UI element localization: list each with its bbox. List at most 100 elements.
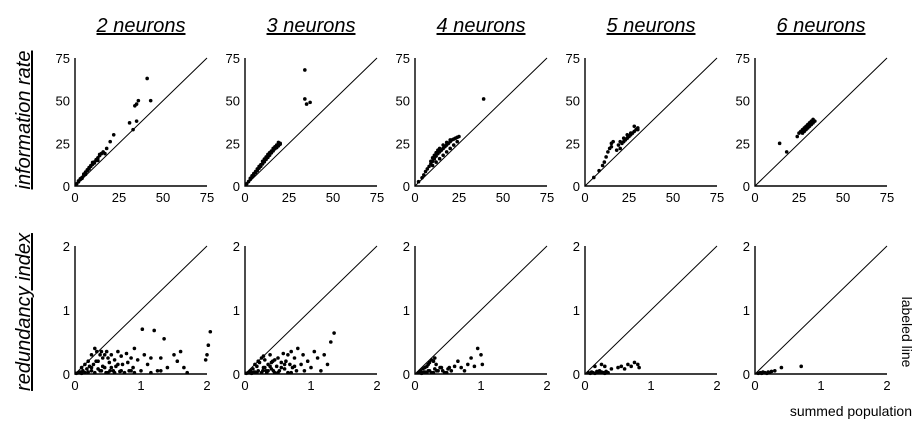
data-point bbox=[434, 160, 438, 164]
data-point bbox=[466, 362, 470, 367]
panel-r0-c3: 5 neurons 0 25 50 75 0 25 50 75 bbox=[566, 15, 725, 205]
data-point bbox=[773, 369, 777, 373]
data-point bbox=[475, 346, 480, 351]
data-point bbox=[292, 356, 297, 360]
data-point bbox=[119, 354, 123, 358]
panel-r1-c2: 0 1 2 0 1 2 bbox=[403, 239, 551, 393]
y-tick-label: 1 bbox=[233, 303, 240, 318]
data-point bbox=[469, 356, 473, 360]
data-point bbox=[132, 370, 137, 375]
x-tick-label: 50 bbox=[836, 190, 850, 205]
data-point bbox=[142, 353, 147, 357]
data-point bbox=[94, 349, 99, 354]
data-point bbox=[308, 100, 312, 105]
data-point bbox=[632, 360, 637, 365]
y-tick-label: 75 bbox=[736, 51, 750, 66]
data-point bbox=[91, 362, 96, 367]
data-point bbox=[457, 134, 461, 139]
identity-line bbox=[584, 57, 718, 187]
data-point bbox=[251, 370, 255, 375]
data-point bbox=[268, 364, 272, 369]
data-point bbox=[303, 97, 307, 101]
data-point bbox=[322, 353, 327, 357]
data-point bbox=[269, 149, 274, 153]
identity-line bbox=[74, 245, 208, 375]
data-point bbox=[315, 356, 320, 360]
data-point bbox=[777, 141, 782, 146]
data-point bbox=[90, 160, 95, 165]
x-tick-label: 2 bbox=[883, 378, 890, 393]
data-point bbox=[252, 171, 256, 176]
data-point bbox=[479, 353, 483, 357]
y-tick-label: 2 bbox=[403, 239, 410, 254]
panel-title: 3 neurons bbox=[267, 15, 356, 37]
y-tick-label: 75 bbox=[566, 51, 580, 66]
data-point bbox=[98, 353, 102, 357]
identity-line bbox=[414, 57, 548, 187]
data-point bbox=[159, 369, 163, 373]
identity-line bbox=[754, 57, 888, 187]
data-point bbox=[205, 353, 209, 357]
data-point bbox=[269, 360, 274, 365]
panel-r1-c1: 0 1 2 0 1 2 bbox=[233, 239, 381, 393]
data-point bbox=[284, 359, 288, 364]
y-tick-label: 50 bbox=[736, 94, 750, 109]
data-point bbox=[312, 349, 317, 354]
data-point bbox=[96, 359, 100, 364]
data-point bbox=[619, 364, 624, 369]
data-point bbox=[292, 364, 297, 369]
data-point bbox=[456, 359, 460, 364]
y-tick-label: 25 bbox=[396, 136, 410, 151]
data-point bbox=[795, 134, 800, 139]
data-point bbox=[618, 139, 622, 144]
data-point bbox=[472, 364, 477, 369]
data-point bbox=[304, 102, 309, 106]
panel-r0-c0: 2 neurons 0 25 50 75 0 25 50 75 bbox=[56, 15, 215, 205]
panel-r0-c1: 3 neurons 0 25 50 75 0 25 50 75 bbox=[226, 15, 385, 205]
data-point bbox=[616, 365, 620, 370]
data-point bbox=[416, 179, 421, 184]
data-point bbox=[112, 358, 117, 362]
data-point bbox=[262, 157, 267, 161]
data-point bbox=[281, 351, 286, 356]
y-tick-label: 1 bbox=[573, 303, 580, 318]
identity-line bbox=[754, 245, 888, 375]
data-point bbox=[804, 127, 808, 132]
x-tick-label: 50 bbox=[496, 190, 510, 205]
data-point bbox=[309, 365, 313, 370]
data-point bbox=[145, 76, 149, 81]
y-tick-label: 2 bbox=[233, 239, 240, 254]
data-point bbox=[427, 164, 431, 169]
data-point bbox=[425, 370, 429, 375]
identity-line bbox=[74, 57, 208, 187]
data-point bbox=[175, 359, 180, 364]
data-point bbox=[263, 358, 267, 362]
data-point bbox=[421, 370, 425, 375]
x-tick-label: 1 bbox=[307, 378, 314, 393]
row-label-information-rate: information rate bbox=[13, 51, 35, 190]
data-point bbox=[83, 362, 87, 367]
data-point bbox=[108, 369, 112, 373]
y-tick-label: 0 bbox=[573, 367, 580, 382]
data-point bbox=[434, 362, 438, 367]
x-tick-label: 0 bbox=[751, 190, 758, 205]
x-tick-label: 1 bbox=[817, 378, 824, 393]
data-point bbox=[319, 369, 323, 373]
y-tick-label: 0 bbox=[743, 179, 750, 194]
data-point bbox=[441, 153, 445, 158]
data-point bbox=[273, 144, 277, 149]
data-point bbox=[104, 370, 108, 375]
data-point bbox=[129, 369, 133, 373]
data-point bbox=[603, 364, 607, 369]
data-point bbox=[93, 370, 97, 375]
x-tick-label: 25 bbox=[452, 190, 466, 205]
data-point bbox=[272, 358, 277, 362]
data-point bbox=[609, 144, 614, 149]
data-point bbox=[437, 146, 442, 151]
data-point bbox=[432, 153, 437, 158]
data-point bbox=[136, 98, 141, 103]
data-point bbox=[97, 152, 102, 157]
y-tick-label: 0 bbox=[63, 367, 70, 382]
data-point bbox=[132, 346, 137, 351]
